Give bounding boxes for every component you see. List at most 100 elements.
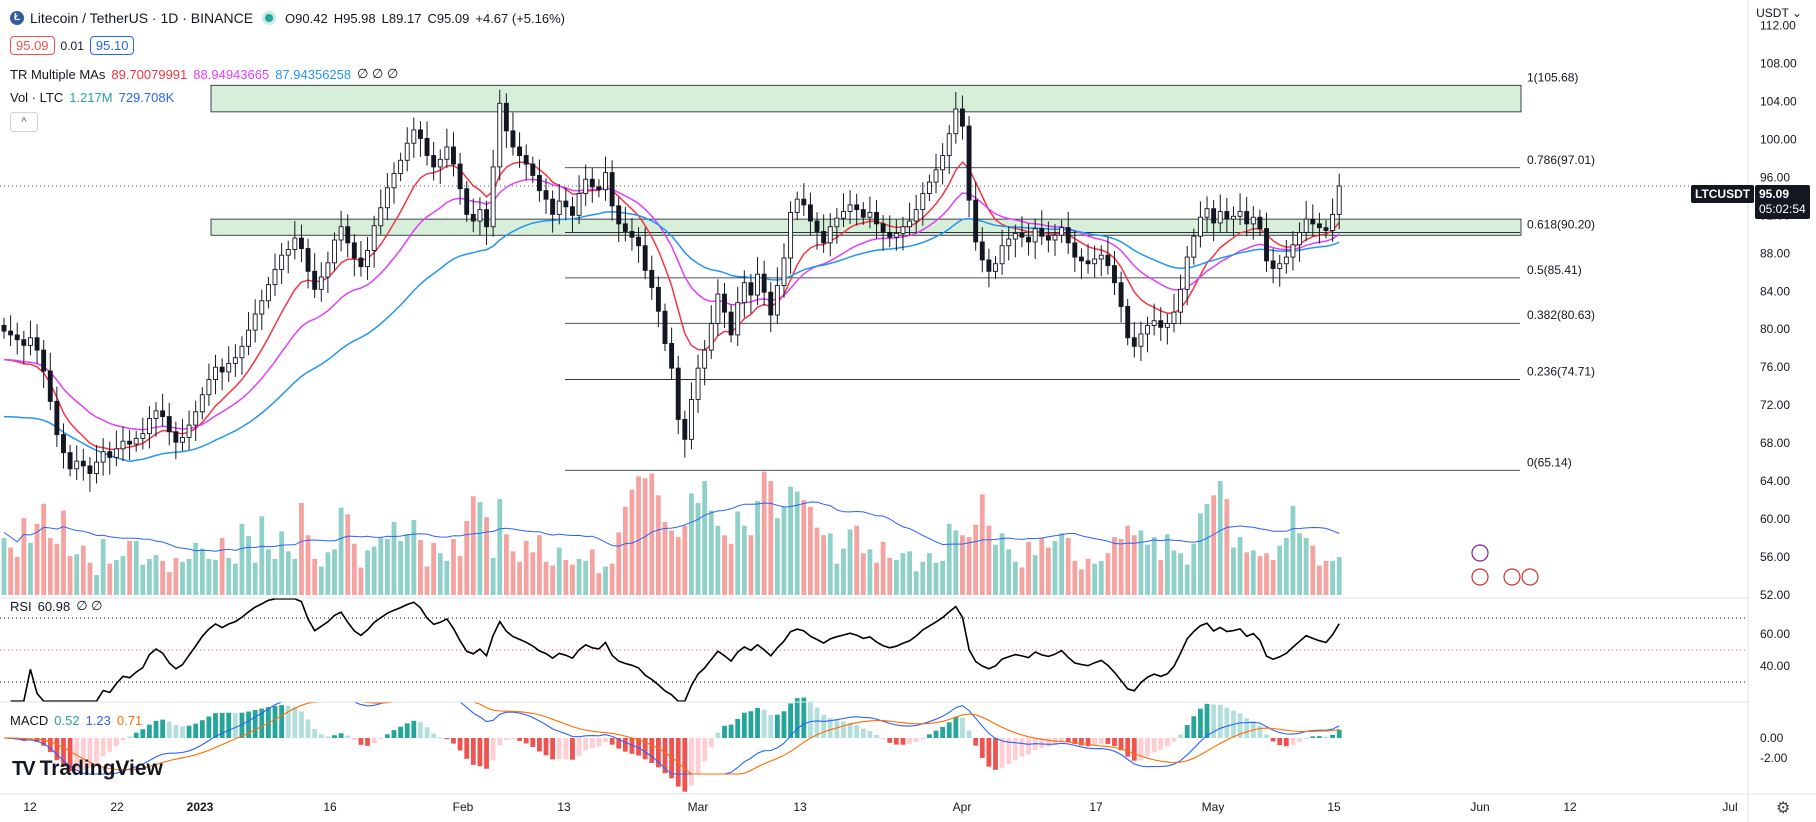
candle-down xyxy=(543,190,549,200)
candle-down xyxy=(1131,337,1137,347)
volume-bar xyxy=(21,518,27,595)
volume-bar xyxy=(384,538,390,595)
macd-histogram-bar xyxy=(497,738,503,746)
macd-histogram-bar xyxy=(503,738,509,741)
volume-bar xyxy=(28,542,33,595)
volume-legend[interactable]: Vol · LTC 1.217M 729.708K xyxy=(10,90,174,105)
macd-histogram-bar xyxy=(603,738,608,743)
candle-up xyxy=(755,273,760,296)
macd-histogram-bar xyxy=(821,714,827,738)
candle-down xyxy=(358,257,364,268)
macd-histogram-bar xyxy=(279,705,285,738)
collapse-legend-button[interactable]: ^ xyxy=(10,112,38,132)
macd-histogram-bar xyxy=(404,723,410,738)
candle-down xyxy=(550,198,556,215)
macd-histogram-bar xyxy=(1217,704,1223,738)
candle-up xyxy=(1336,185,1342,215)
candle-up xyxy=(708,323,714,351)
gear-icon[interactable]: ⚙ xyxy=(1776,800,1791,817)
volume-bar xyxy=(596,573,602,595)
support-resistance-zone xyxy=(210,84,1522,113)
buy-price-button[interactable]: 95.10 xyxy=(89,36,135,55)
candle-down xyxy=(1039,228,1045,237)
volume-bar xyxy=(814,527,820,595)
rsi-value: 60.98 xyxy=(37,598,71,614)
chevron-up-icon: ^ xyxy=(21,116,27,128)
price-tick-label: 52.00 xyxy=(1760,588,1790,602)
macd-histogram-bar xyxy=(1204,703,1210,738)
ma-legend[interactable]: TR Multiple MAs 89.70079991 88.94943665 … xyxy=(10,66,398,82)
volume-bar xyxy=(1297,533,1302,595)
candle-down xyxy=(761,273,767,293)
candle-down xyxy=(874,212,879,225)
candle-down xyxy=(107,451,113,458)
macd-histogram-bar xyxy=(1098,738,1104,744)
macd-histogram-bar xyxy=(1151,738,1157,753)
macd-histogram-bar xyxy=(213,713,218,738)
macd-histogram-bar xyxy=(318,734,324,738)
macd-histogram-bar xyxy=(523,738,529,744)
candle-up xyxy=(279,254,285,270)
macd-histogram-bar xyxy=(583,738,589,751)
candle-up xyxy=(146,418,152,435)
candle-up xyxy=(913,209,919,222)
macd-legend[interactable]: MACD 0.52 1.23 0.71 xyxy=(10,713,142,728)
macd-histogram-bar xyxy=(510,738,516,740)
volume-bar xyxy=(444,560,450,595)
macd-histogram-bar xyxy=(622,738,628,752)
candle-up xyxy=(265,284,271,302)
volume-indicator-name[interactable]: Vol · LTC xyxy=(10,90,64,105)
candle-down xyxy=(662,310,668,344)
candle-up xyxy=(1191,235,1197,258)
time-tick-label: 17 xyxy=(1089,800,1103,814)
candle-up xyxy=(1032,228,1038,243)
candle-up xyxy=(391,173,397,189)
macd-histogram-bar xyxy=(649,738,655,764)
rsi-indicator-name[interactable]: RSI xyxy=(10,598,32,614)
candle-up xyxy=(153,410,159,419)
ma-indicator-name[interactable]: TR Multiple MAs xyxy=(10,66,106,82)
rsi-legend[interactable]: RSI 60.98 ∅ ∅ xyxy=(10,598,102,614)
candle-down xyxy=(642,245,648,271)
macd-indicator-name[interactable]: MACD xyxy=(10,713,49,728)
sell-price-button[interactable]: 95.09 xyxy=(10,36,55,55)
volume-bar xyxy=(305,535,311,595)
volume-bar xyxy=(464,520,470,595)
volume-bar xyxy=(219,538,225,595)
macd-histogram-bar xyxy=(609,738,615,745)
volume-bar xyxy=(722,535,727,595)
price-tick-label: 72.00 xyxy=(1760,398,1790,412)
candle-down xyxy=(166,416,172,433)
candle-up xyxy=(1237,211,1243,217)
volume-bar xyxy=(993,544,998,595)
candle-up xyxy=(1164,323,1170,328)
candle-down xyxy=(523,155,529,165)
volume-bar xyxy=(153,555,159,595)
candle-up xyxy=(926,181,932,194)
candle-up xyxy=(695,367,701,400)
candle-up xyxy=(735,302,741,336)
volume-bar xyxy=(735,511,741,595)
macd-histogram-bar xyxy=(1323,736,1329,738)
volume-bar xyxy=(867,549,873,595)
volume-bar xyxy=(741,525,747,595)
volume-bar xyxy=(880,541,886,595)
bid-ask-row: 95.09 0.01 95.10 xyxy=(10,36,135,55)
symbol-title[interactable]: Litecoin / TetherUS · 1D · BINANCE xyxy=(30,10,254,26)
candle-up xyxy=(1231,215,1236,220)
macd-histogram-bar xyxy=(1092,738,1098,746)
price-tick-label: 76.00 xyxy=(1760,360,1790,374)
volume-bar xyxy=(8,547,14,595)
candle-down xyxy=(517,146,523,156)
tradingview-logo[interactable]: TV TradingView xyxy=(12,757,163,781)
currency-selector[interactable]: USDT ⌄ xyxy=(1756,6,1802,20)
macd-histogram-bar xyxy=(748,711,754,738)
macd-histogram-bar xyxy=(543,738,549,756)
volume-bar xyxy=(371,546,377,595)
macd-histogram-bar xyxy=(107,738,113,752)
macd-histogram-bar xyxy=(153,720,159,738)
candle-up xyxy=(1204,208,1210,218)
candle-up xyxy=(232,357,238,364)
time-tick-label: May xyxy=(1202,800,1225,814)
